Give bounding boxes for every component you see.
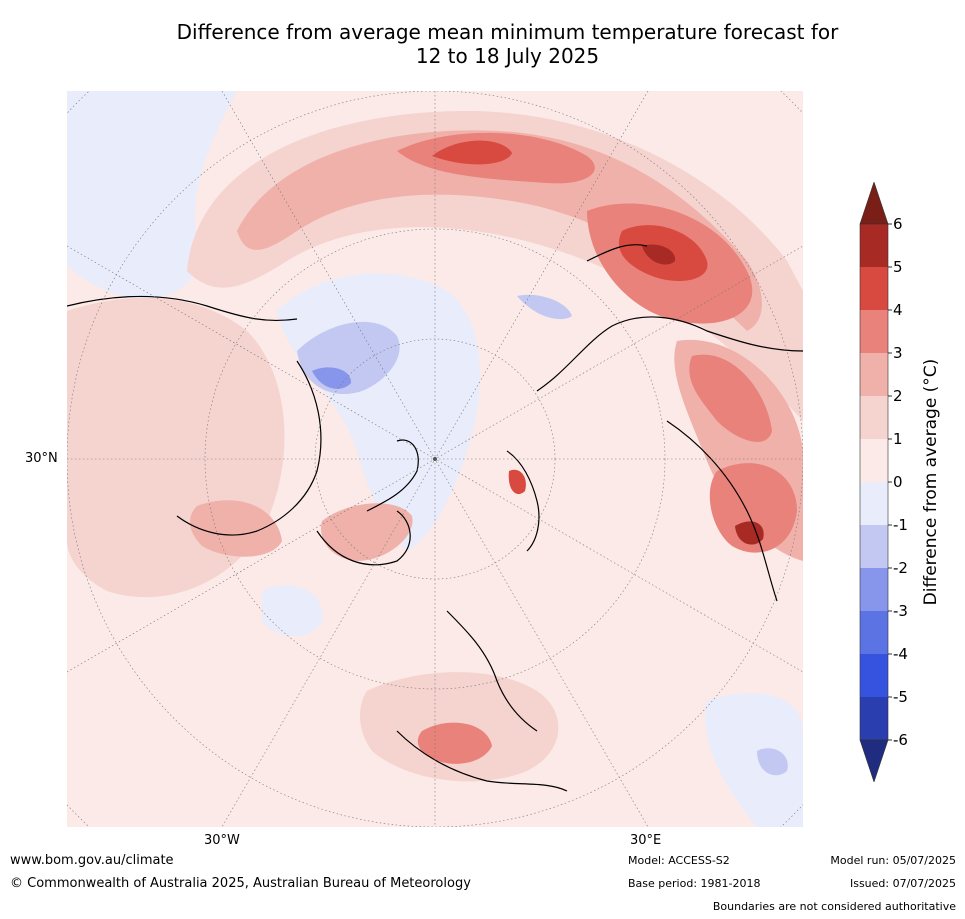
footer-website: www.bom.gov.au/climate: [10, 853, 174, 868]
lon-label-30e: 30°E: [630, 833, 662, 848]
colorbar-tick-label: -1: [893, 516, 908, 534]
colorbar-tick-label: -3: [893, 602, 908, 620]
anomaly-cool-se-2: [757, 748, 788, 776]
colorbar-steps: [859, 182, 889, 782]
anomaly-warm-arc-2: [237, 130, 762, 331]
colorbar-step: [860, 224, 888, 267]
anomaly-warm-core-top: [432, 140, 512, 165]
colorbar-tick-label: 6: [893, 215, 903, 233]
anomaly-hot-china: [735, 521, 764, 545]
footer-copyright: © Commonwealth of Australia 2025, Austra…: [10, 876, 471, 891]
colorbar-step: [860, 310, 888, 353]
pole-marker: [433, 457, 437, 461]
colorbar-tick-label: -2: [893, 559, 908, 577]
colorbar-tick-label: 0: [893, 473, 903, 491]
anomaly-warm-greenland: [321, 503, 413, 561]
colorbar-tick-label: -6: [893, 731, 908, 749]
colorbar-tick-label: 2: [893, 387, 903, 405]
colorbar: 6 5 4 3 2 1 0 -1 -2 -3 -4 -5 -6 Difference from aver…: [859, 182, 941, 782]
anomaly-cool-atlantic: [262, 585, 323, 636]
colorbar-step: [860, 396, 888, 439]
colorbar-step: [860, 353, 888, 396]
colorbar-tick-label: 4: [893, 301, 903, 319]
colorbar-step: [860, 654, 888, 697]
footer-model-run: Model run: 05/07/2025: [830, 854, 956, 867]
footer-issued: Issued: 07/07/2025: [849, 877, 956, 890]
colorbar-step: [860, 697, 888, 740]
title-line-1: Difference from average mean minimum tem…: [176, 20, 839, 44]
anomaly-hot-east-core: [642, 244, 676, 265]
colorbar-label: Difference from average (°C): [921, 359, 941, 606]
colorbar-ticks: 6 5 4 3 2 1 0 -1 -2 -3 -4 -5 -6: [888, 215, 908, 749]
colorbar-over-arrow: [859, 182, 889, 225]
colorbar-tick-label: -4: [893, 645, 908, 663]
colorbar-step: [860, 568, 888, 611]
lat-label-30n: 30°N: [25, 451, 58, 466]
colorbar-tick-label: 5: [893, 258, 903, 276]
anomaly-cool-arctic-3: [312, 367, 352, 389]
title-line-2: 12 to 18 July 2025: [415, 44, 600, 68]
colorbar-under-arrow: [859, 739, 889, 782]
colorbar-step: [860, 267, 888, 310]
colorbar-step: [860, 611, 888, 654]
colorbar-tick-label: 3: [893, 344, 903, 362]
anomaly-cool-arctic-4: [517, 294, 572, 320]
lon-label-30w: 30°W: [204, 833, 240, 848]
anomaly-warm-med: [417, 722, 492, 764]
anomaly-warm-canada: [190, 500, 282, 557]
coastlines: [67, 244, 803, 792]
anomaly-warm-right-2: [689, 354, 772, 442]
polar-map: [67, 91, 803, 827]
colorbar-step: [860, 525, 888, 568]
footer-model: Model: ACCESS-S2: [628, 854, 730, 867]
colorbar-step: [860, 439, 888, 482]
anomaly-warm-scandinavia: [508, 469, 526, 495]
colorbar-tick-label: -5: [893, 688, 908, 706]
footer-disclaimer: Boundaries are not considered authoritat…: [712, 900, 956, 913]
colorbar-tick-label: 1: [893, 430, 903, 448]
anomaly-cool-se: [705, 693, 803, 827]
footer-base-period: Base period: 1981-2018: [628, 877, 761, 890]
colorbar-step: [860, 482, 888, 525]
chart-title: Difference from average mean minimum tem…: [60, 20, 955, 68]
